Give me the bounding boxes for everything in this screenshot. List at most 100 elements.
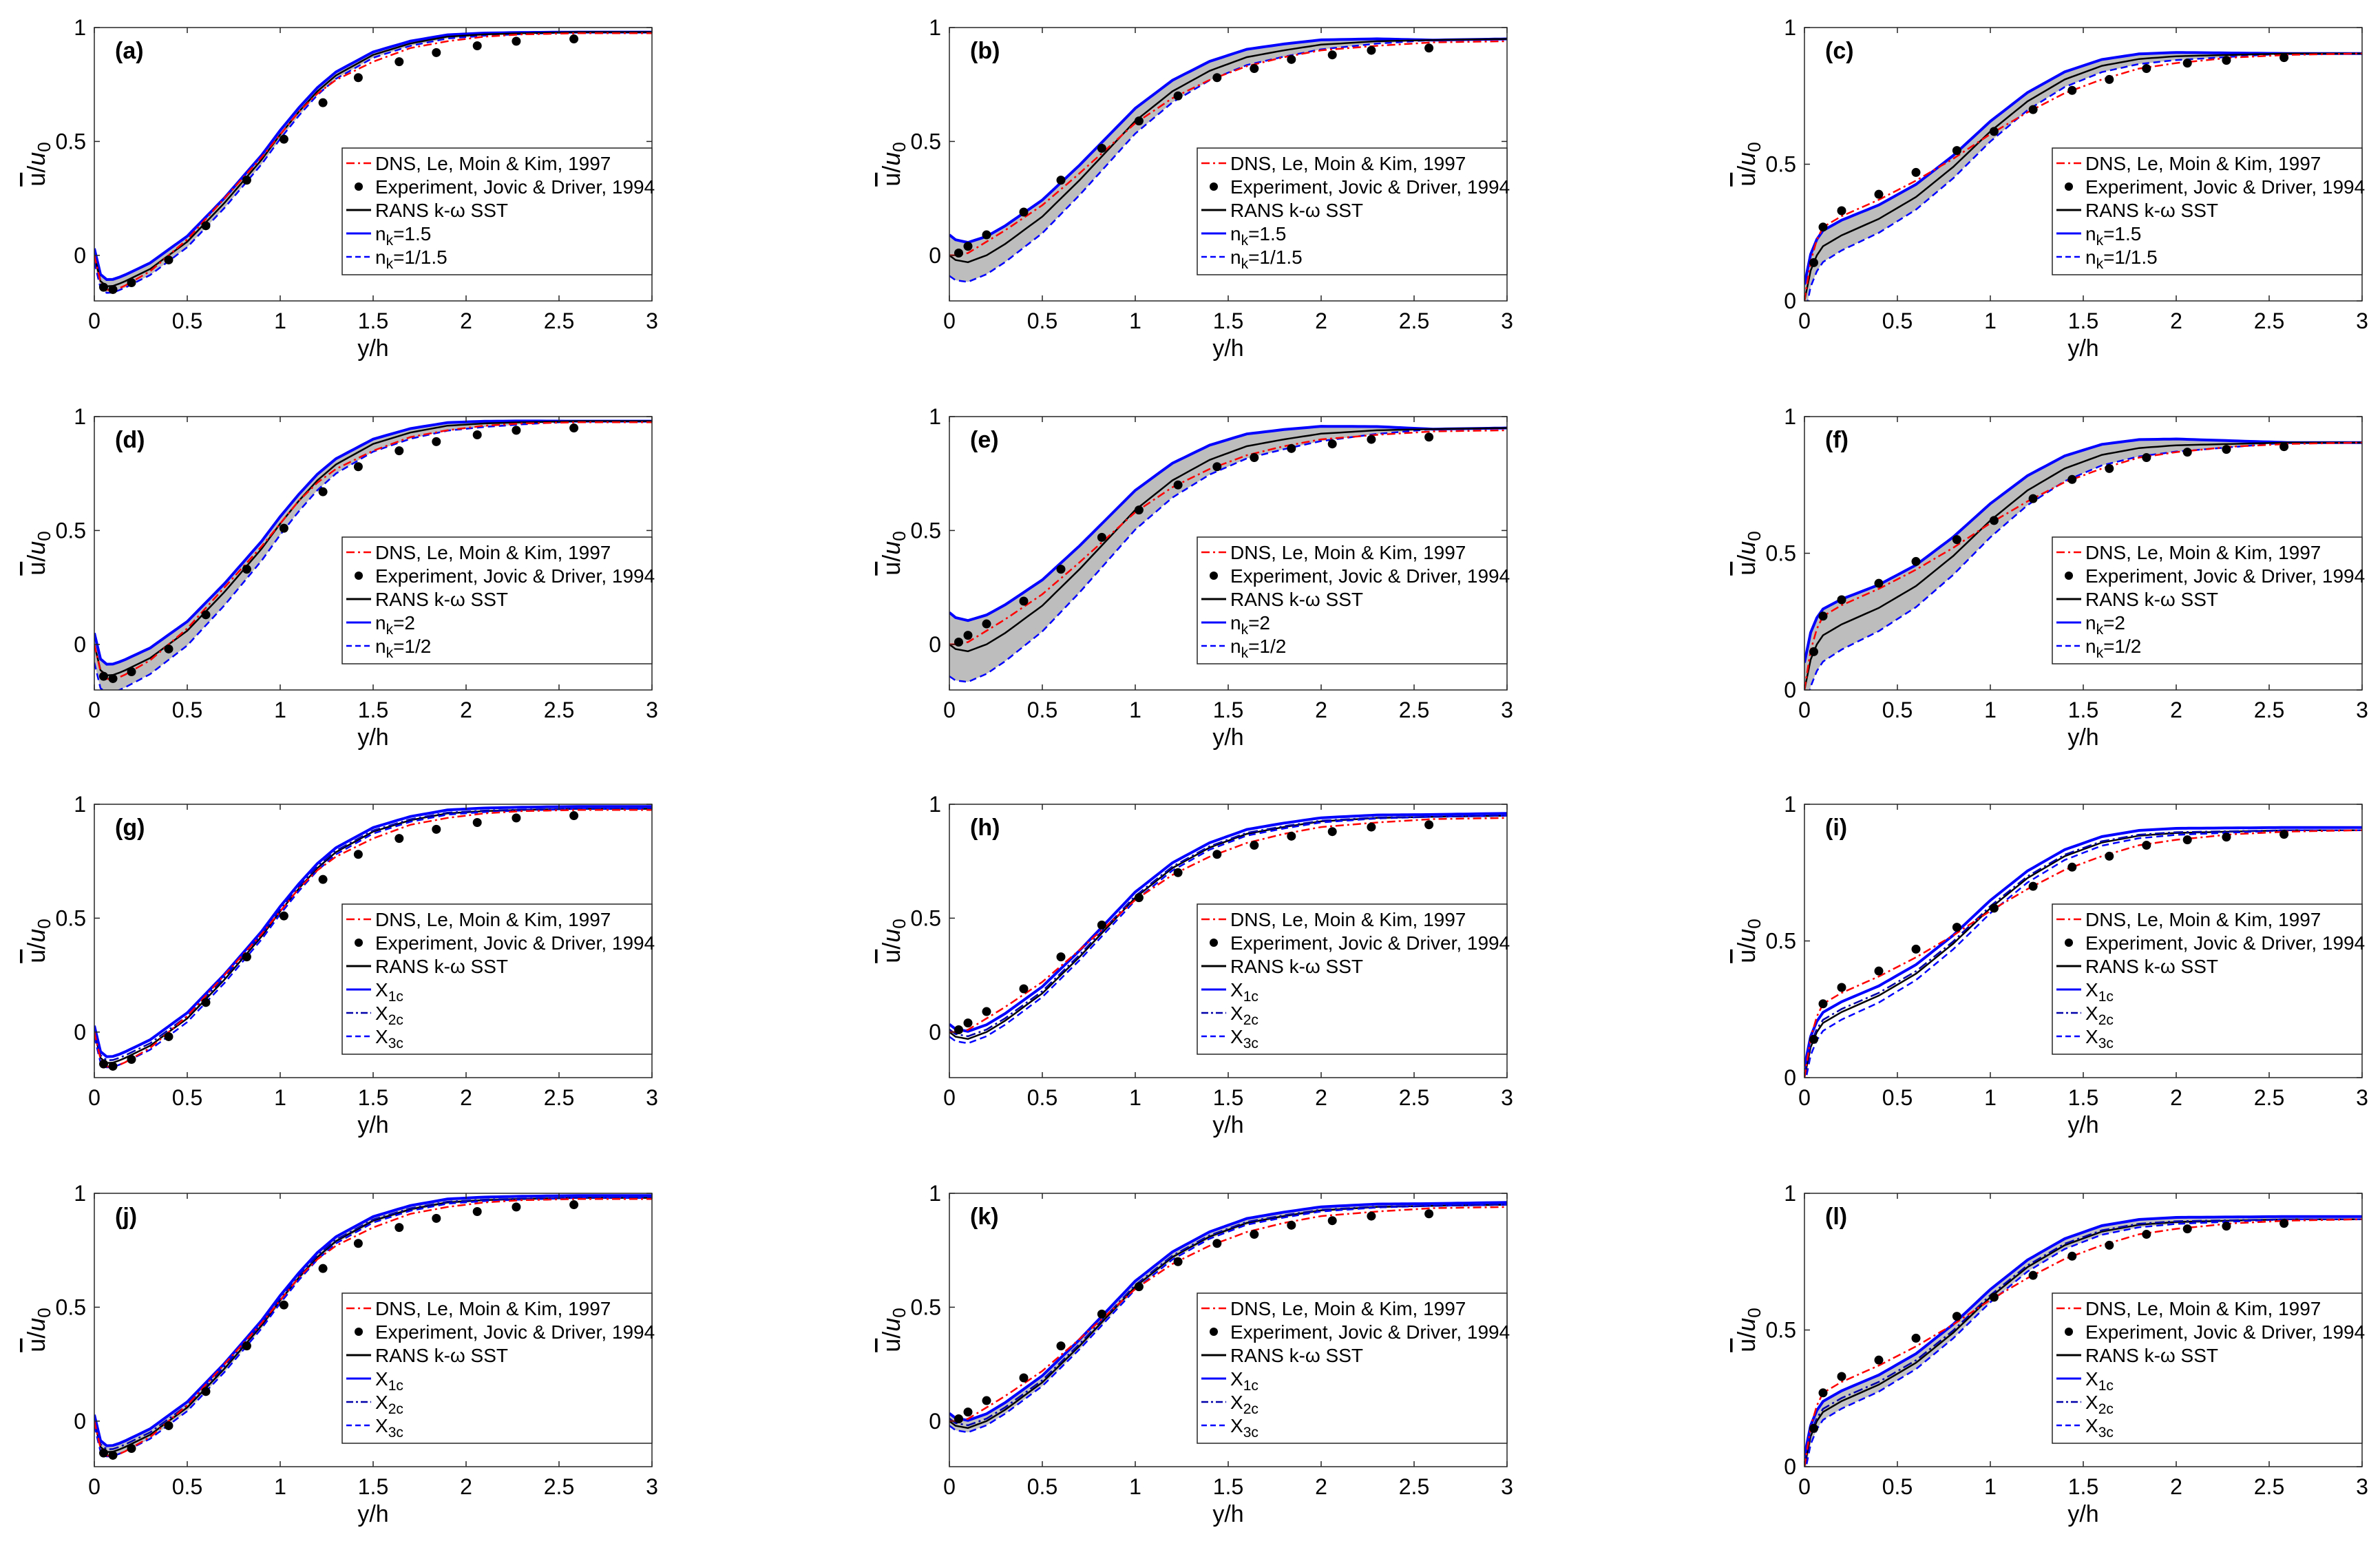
y-label-u: u — [22, 950, 50, 963]
experiment-point — [1019, 207, 1029, 217]
x-tick-label: 0.5 — [1027, 308, 1057, 333]
x-tick-label: 2.5 — [1399, 1085, 1429, 1110]
experiment-point — [99, 671, 108, 681]
x-axis-label: y/h — [1212, 1501, 1243, 1527]
panel-label: (b) — [970, 38, 1000, 64]
experiment-point — [1134, 893, 1144, 903]
legend-text: X — [1230, 979, 1243, 1001]
experiment-point — [394, 834, 404, 844]
legend-label-rans: RANS k-ω SST — [2085, 1345, 2218, 1366]
y-label-sub: 0 — [34, 531, 54, 541]
experiment-point — [127, 278, 136, 288]
x-tick-label: 1 — [1129, 698, 1141, 722]
legend-marker-experiment — [2065, 182, 2073, 191]
experiment-point — [1134, 505, 1144, 515]
x-tick-label: 0 — [1798, 1085, 1811, 1110]
series-dns — [1804, 441, 2362, 690]
series-x2c — [1804, 1218, 2362, 1464]
x-tick-label: 2 — [460, 1085, 472, 1110]
y-label-sub: 0 — [34, 919, 54, 928]
experiment-point — [1952, 146, 1961, 156]
experiment-point — [2067, 85, 2077, 95]
legend-marker-experiment — [2065, 1328, 2073, 1336]
experiment-point — [1874, 578, 1884, 588]
experiment-point — [99, 282, 108, 292]
experiment-point — [1097, 1309, 1106, 1319]
legend-label-dns: DNS, Le, Moin & Kim, 1997 — [1230, 542, 1466, 563]
y-tick-label: 0.5 — [911, 905, 941, 930]
legend-text: RANS k-ω SST — [375, 956, 508, 977]
legend-text: Experiment, Jovic & Driver, 1994 — [1230, 565, 1510, 587]
y-label-u: u — [22, 173, 50, 187]
series-dns — [949, 1206, 1507, 1423]
experiment-point — [1837, 983, 1846, 992]
legend-text: X — [1230, 1415, 1243, 1436]
experiment-point — [963, 631, 973, 640]
x-tick-label: 1 — [1984, 308, 1997, 333]
x-axis-label: y/h — [357, 1112, 388, 1138]
legend-text: DNS, Le, Moin & Kim, 1997 — [375, 909, 611, 930]
legend-label-rans: RANS k-ω SST — [375, 1345, 508, 1366]
legend-text: Experiment, Jovic & Driver, 1994 — [375, 565, 655, 587]
panel-label: (h) — [970, 815, 1000, 841]
legend-label-x2: X2c — [2085, 1392, 2114, 1417]
legend-label-exp: Experiment, Jovic & Driver, 1994 — [1230, 932, 1510, 954]
y-tick-label: 1 — [929, 792, 941, 817]
x-tick-label: 1 — [274, 698, 286, 722]
x-tick-label: 1.5 — [358, 1474, 388, 1499]
x-tick-label: 0 — [1798, 308, 1811, 333]
experiment-point — [164, 644, 173, 653]
experiment-point — [353, 73, 363, 83]
experiment-point — [1911, 556, 1921, 566]
y-label-den: u — [22, 152, 50, 166]
experiment-point — [569, 423, 579, 433]
x-tick-label: 3 — [646, 698, 658, 722]
legend-text: X — [1230, 1368, 1243, 1390]
legend-marker-experiment — [355, 572, 363, 580]
experiment-point — [1019, 1373, 1029, 1383]
y-label-sub: 0 — [34, 1308, 54, 1317]
experiment-point — [1250, 453, 1259, 463]
x-axis-label: y/h — [2067, 724, 2098, 751]
x-tick-label: 2.5 — [2254, 698, 2284, 722]
experiment-point — [1424, 1209, 1434, 1219]
experiment-point — [1424, 432, 1434, 442]
legend-text: DNS, Le, Moin & Kim, 1997 — [1230, 909, 1466, 930]
legend-text: X — [375, 1003, 388, 1024]
legend-label-exp: Experiment, Jovic & Driver, 1994 — [2085, 932, 2365, 954]
y-label-u: u — [22, 562, 50, 576]
x-tick-label: 0 — [943, 308, 956, 333]
experiment-point — [1837, 595, 1846, 605]
legend-label-b1: nk=2 — [1230, 612, 1270, 638]
legend-sub: k — [1241, 233, 1249, 249]
experiment-point — [1911, 167, 1921, 177]
y-tick-label: 0.5 — [1766, 541, 1796, 566]
x-tick-label: 3 — [646, 1474, 658, 1499]
legend-label-rans: RANS k-ω SST — [375, 956, 508, 977]
experiment-point — [1056, 952, 1066, 962]
legend-sub: 1c — [2098, 989, 2114, 1005]
experiment-point — [432, 437, 441, 446]
y-label-sub: 0 — [889, 531, 909, 541]
experiment-point — [1874, 966, 1884, 976]
experiment-point — [2105, 1240, 2114, 1250]
legend-text: n — [1230, 612, 1241, 633]
experiment-point — [1874, 189, 1884, 199]
experiment-point — [2182, 448, 2192, 457]
legend-label-b2: nk=1/1.5 — [2085, 247, 2158, 272]
y-label-slash: / — [1732, 555, 1760, 562]
experiment-point — [1424, 43, 1434, 53]
y-tick-label: 0.5 — [1766, 1318, 1796, 1343]
legend-label-dns: DNS, Le, Moin & Kim, 1997 — [2085, 542, 2321, 563]
legend-text: RANS k-ω SST — [2085, 956, 2218, 977]
x-tick-label: 2 — [2170, 1474, 2182, 1499]
experiment-point — [1952, 535, 1961, 545]
legend-text: DNS, Le, Moin & Kim, 1997 — [2085, 542, 2321, 563]
legend-rest: =2 — [393, 612, 415, 633]
legend-marker-experiment — [1210, 939, 1218, 947]
experiment-point — [242, 176, 251, 185]
experiment-point — [963, 1407, 973, 1417]
experiment-point — [318, 98, 328, 107]
